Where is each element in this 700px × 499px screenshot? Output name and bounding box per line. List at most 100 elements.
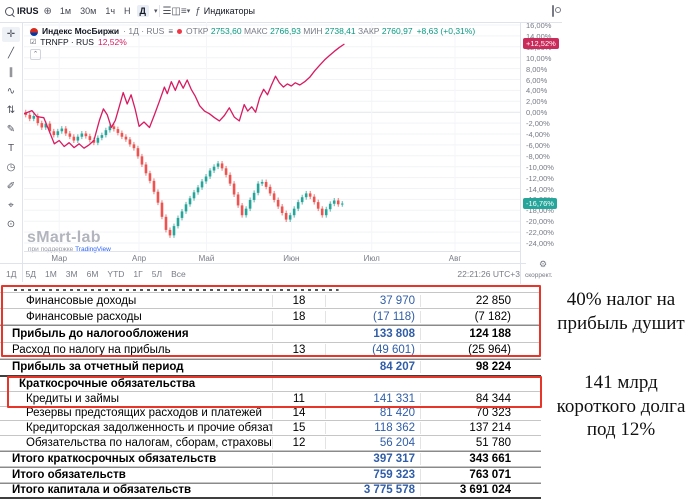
legend-menu-icon[interactable]: ≡ bbox=[168, 27, 174, 36]
brush-tool-icon[interactable]: ✎ bbox=[6, 124, 16, 135]
candle bbox=[84, 131, 88, 139]
price-tick: 0,00% bbox=[526, 108, 548, 118]
note-cell: 18 bbox=[273, 310, 326, 323]
table-row: Прибыль за отчетный период 84 207 98 224 bbox=[0, 358, 541, 377]
note-cell: 18 bbox=[273, 294, 326, 307]
price-tick: 10,00% bbox=[526, 53, 552, 63]
value-2024-cell: 118 362 bbox=[326, 422, 421, 435]
indicators-icon: ƒ bbox=[195, 5, 201, 17]
candle-style-icon[interactable]: ☰ bbox=[162, 5, 172, 17]
watermark-subtitle: при поддержке TradingView bbox=[28, 246, 111, 253]
value-2024-cell: 56 204 bbox=[326, 437, 421, 450]
compare-symbol[interactable]: TRNFP · RUS bbox=[40, 37, 94, 47]
chart-legend: Индекс МосБиржи · 1Д · RUS ≡ ОТКР 2753,6… bbox=[30, 26, 476, 60]
add-symbol-icon[interactable]: ⊕ bbox=[43, 5, 52, 17]
candle bbox=[212, 164, 216, 173]
candle bbox=[40, 120, 44, 130]
row-label: Прибыль до налогообложения bbox=[0, 327, 273, 340]
price-chart[interactable] bbox=[24, 22, 520, 251]
channel-tool-icon[interactable]: ∥ bbox=[8, 67, 14, 78]
crosshair-tool-icon[interactable]: ✛ bbox=[2, 27, 20, 42]
line-price-badge: +12,52% bbox=[523, 38, 559, 50]
range-1Г[interactable]: 1Г bbox=[133, 269, 143, 279]
watermark: sMart-lab bbox=[27, 229, 101, 246]
time-axis[interactable]: Мар Апр Май Июн Июл Авг bbox=[24, 251, 520, 264]
price-tick: -22,00% bbox=[526, 228, 554, 238]
measure-tool-icon[interactable]: ⌖ bbox=[8, 200, 14, 211]
price-tick: -20,00% bbox=[526, 217, 554, 227]
month-label-Мар[interactable]: Мар bbox=[51, 254, 68, 263]
tradingview-link[interactable]: TradingView bbox=[75, 246, 111, 253]
row-label: Итого краткосрочных обязательств bbox=[0, 452, 273, 465]
range-Все[interactable]: Все bbox=[171, 269, 186, 279]
table-row bbox=[0, 286, 541, 293]
candle bbox=[124, 134, 128, 142]
compare-icon[interactable]: ≡ bbox=[180, 5, 187, 17]
candle bbox=[72, 134, 76, 143]
range-5Д[interactable]: 5Д bbox=[25, 269, 36, 279]
range-6М[interactable]: 6М bbox=[86, 269, 99, 279]
interval-30м[interactable]: 30м bbox=[80, 6, 97, 16]
month-label-Авг[interactable]: Авг bbox=[448, 254, 462, 263]
candle bbox=[56, 128, 60, 138]
month-label-Май[interactable]: Май bbox=[198, 254, 215, 263]
clock-label[interactable]: 22:21:26 UTC+3 bbox=[457, 269, 520, 279]
price-tick: 6,00% bbox=[526, 75, 548, 85]
magnet-tool-icon[interactable]: ⊙ bbox=[6, 219, 16, 230]
symbol-search[interactable]: IRUS bbox=[0, 0, 44, 22]
table-row: Обязательства по налогам, сборам, страхо… bbox=[0, 436, 541, 451]
range-1М[interactable]: 1М bbox=[44, 269, 57, 279]
text-tool-icon[interactable]: T bbox=[7, 143, 15, 154]
ohlc-values: ОТКР 2753,60 МАКС 2766,93 МИН 2738,41 ЗА… bbox=[186, 26, 413, 36]
interval-1ч[interactable]: 1ч bbox=[105, 6, 116, 16]
compare-visibility-icon[interactable]: ☑ bbox=[30, 39, 37, 46]
range-1Д[interactable]: 1Д bbox=[6, 269, 17, 279]
price-tick: -4,00% bbox=[526, 130, 550, 139]
candle bbox=[108, 123, 112, 133]
legend-symbol[interactable]: Индекс МосБиржи bbox=[42, 26, 120, 36]
candle bbox=[188, 195, 192, 207]
trend-line-tool-icon[interactable]: ╱ bbox=[7, 48, 15, 59]
interval-1м[interactable]: 1м bbox=[59, 6, 72, 16]
candle bbox=[204, 174, 208, 184]
table-row: Финансовые доходы 18 37 970 22 850 bbox=[0, 293, 541, 310]
note-cell: 13 bbox=[273, 344, 326, 357]
long-short-tool-icon[interactable]: ⇅ bbox=[6, 105, 16, 116]
range-5Л[interactable]: 5Л bbox=[151, 269, 163, 279]
row-label: Итого капитала и обязательств bbox=[0, 484, 273, 497]
note-cell: 15 bbox=[273, 422, 326, 435]
pattern-tool-icon[interactable]: ∿ bbox=[6, 86, 16, 97]
month-label-Июн[interactable]: Июн bbox=[283, 254, 300, 263]
candle bbox=[120, 130, 124, 140]
month-label-Апр[interactable]: Апр bbox=[132, 254, 147, 263]
value-2023-cell: 763 071 bbox=[469, 468, 511, 481]
candle bbox=[112, 123, 116, 132]
value-2023-cell: 3 691 024 bbox=[459, 484, 511, 497]
price-axis[interactable]: 16,00%14,00%12,00%10,00%8,00%6,00%4,00%2… bbox=[520, 21, 563, 251]
candle bbox=[216, 160, 220, 170]
range-3М[interactable]: 3М bbox=[65, 269, 78, 279]
toolbar-divider bbox=[159, 5, 161, 17]
pnl-section: Финансовые доходы 18 37 970 22 850 Финансовы… bbox=[0, 286, 541, 377]
row-label: Резервы предстоящих расходов и платежей bbox=[0, 407, 273, 420]
layout-icon[interactable]: ◫ bbox=[171, 5, 181, 17]
adjusted-data-label[interactable]: скоррект. bbox=[525, 272, 553, 279]
gear-icon[interactable]: ⚙ bbox=[539, 259, 548, 269]
interval-Н[interactable]: Н bbox=[124, 6, 131, 16]
add-pane-icon[interactable]: ⌃ bbox=[30, 49, 41, 60]
indicators-button[interactable]: ƒ Индикаторы bbox=[190, 0, 260, 22]
candle bbox=[228, 172, 232, 187]
circle-tool-icon[interactable]: ◷ bbox=[6, 162, 16, 173]
table-row: Итого капитала и обязательств 3 775 578 3 … bbox=[0, 482, 541, 499]
candle bbox=[272, 190, 276, 203]
pencil-tool-icon[interactable]: ✐ bbox=[6, 181, 16, 192]
month-label-Июл[interactable]: Июл bbox=[363, 254, 380, 263]
camera-icon[interactable] bbox=[552, 5, 554, 17]
candle bbox=[252, 190, 256, 203]
interval-Д[interactable]: Д bbox=[136, 5, 149, 17]
chevron-down-icon[interactable]: ▾ bbox=[186, 8, 191, 15]
candle bbox=[116, 126, 120, 136]
range-YTD[interactable]: YTD bbox=[107, 269, 125, 279]
chevron-down-icon[interactable]: ▾ bbox=[153, 8, 158, 15]
chart-toolbar: IRUS ⊕ 1м 30м 1ч Н Д ▾ ☰ ◫ ≡ ▾ ƒ Индикаторы bbox=[0, 0, 562, 23]
